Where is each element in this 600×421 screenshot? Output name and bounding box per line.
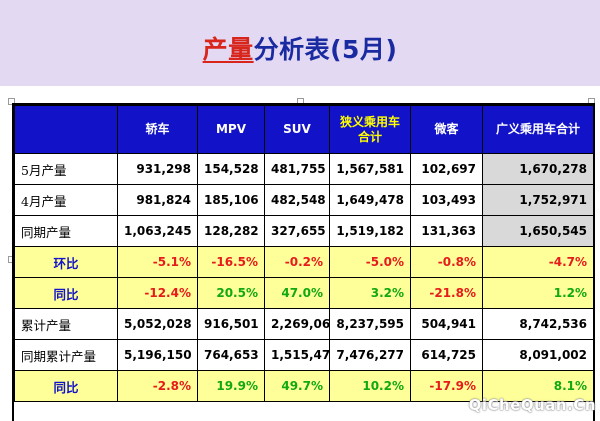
table-cell: -0.8% (410, 246, 483, 278)
table-row: 环比 -5.1% -16.5% -0.2% -5.0% -0.8% -4.7% (14, 246, 593, 278)
table-row: 累计产量5,052,028916,5012,269,0668,237,59550… (14, 308, 593, 340)
page-title: 产量分析表(5月) (0, 30, 600, 66)
table-cell: 764,653 (197, 339, 265, 371)
row-label: 同期产量 (14, 215, 118, 247)
header-cell: 轿车 (117, 105, 198, 154)
table-cell: 8,091,002 (482, 339, 593, 371)
table-cell: 481,755 (264, 153, 330, 185)
row-label: 环比 (14, 246, 118, 278)
table-cell: 8,237,595 (329, 308, 411, 340)
table-cell: 1,519,182 (329, 215, 411, 247)
row-label: 同比 (14, 370, 118, 402)
table-cell: 49.7% (264, 370, 330, 402)
table-cell: -5.0% (329, 246, 411, 278)
table-cell: 2,269,066 (264, 308, 330, 340)
table-cell: -5.1% (117, 246, 198, 278)
header-cell: SUV (264, 105, 330, 154)
header-cell: MPV (197, 105, 265, 154)
table-row: 同比 -2.8% 19.9% 49.7% 10.2% -17.9% 8.1% (14, 370, 593, 402)
watermark: QiCheQuan.Cn (468, 396, 596, 414)
table-cell: 5,196,150 (117, 339, 198, 371)
table-cell: -4.7% (482, 246, 593, 278)
table-cell: 504,941 (410, 308, 483, 340)
table-cell: 981,824 (117, 184, 198, 216)
table-cell: 47.0% (264, 277, 330, 309)
header-cell: 狭义乘用车合计 (329, 105, 411, 154)
table-cell: 8,742,536 (482, 308, 593, 340)
table-cell: 931,298 (117, 153, 198, 185)
table-cell: 3.2% (329, 277, 411, 309)
row-label: 同期累计产量 (14, 339, 118, 371)
table-row: 同比 -12.4% 20.5% 47.0% 3.2% -21.8% 1.2% (14, 277, 593, 309)
header-cell: 广义乘用车合计 (482, 105, 593, 154)
table-cell: 103,493 (410, 184, 483, 216)
title-highlight: 产量 (202, 35, 254, 64)
header-cell (14, 105, 118, 154)
table-cell: 8.1% (482, 370, 593, 402)
table-cell: 1,063,245 (117, 215, 198, 247)
table-cell: 185,106 (197, 184, 265, 216)
table-cell: 128,282 (197, 215, 265, 247)
table-row: 同期累计产量5,196,150764,6531,515,4747,476,277… (14, 339, 593, 371)
table-cell: 20.5% (197, 277, 265, 309)
table-cell: -12.4% (117, 277, 198, 309)
table-cell: 10.2% (329, 370, 411, 402)
table-cell: -16.5% (197, 246, 265, 278)
row-label: 5月产量 (14, 153, 118, 185)
production-analysis-table: 轿车 MPV SUV 狭义乘用车合计 微客 广义乘用车合计 5月产量 931,29… (14, 105, 593, 402)
production-table-wrapper: 轿车 MPV SUV 狭义乘用车合计 微客 广义乘用车合计 5月产量 931,29… (12, 103, 595, 421)
table-cell: 916,501 (197, 308, 265, 340)
header-row: 轿车 MPV SUV 狭义乘用车合计 微客 广义乘用车合计 (14, 105, 593, 154)
row-label: 4月产量 (14, 184, 118, 216)
table-cell: 1,670,278 (482, 153, 593, 185)
title-banner (0, 0, 600, 86)
table-cell: 1,752,971 (482, 184, 593, 216)
table-cell: 614,725 (410, 339, 483, 371)
table-cell: -21.8% (410, 277, 483, 309)
table-cell: 102,697 (410, 153, 483, 185)
table-cell: 1,567,581 (329, 153, 411, 185)
table-cell: 19.9% (197, 370, 265, 402)
table-cell: 1,515,474 (264, 339, 330, 371)
table-cell: 1,650,545 (482, 215, 593, 247)
table-cell: 7,476,277 (329, 339, 411, 371)
table-row: 4月产量 981,824 185,106 482,548 1,649,478 103,49… (14, 184, 593, 216)
table-cell: 327,655 (264, 215, 330, 247)
table-cell: 154,528 (197, 153, 265, 185)
row-label: 同比 (14, 277, 118, 309)
header-cell: 微客 (410, 105, 483, 154)
table-cell: 1,649,478 (329, 184, 411, 216)
row-label: 累计产量 (14, 308, 118, 340)
title-rest: 分析表(5月) (253, 35, 398, 64)
selection-handle[interactable] (8, 98, 15, 105)
table-cell: 5,052,028 (117, 308, 198, 340)
table-cell: -2.8% (117, 370, 198, 402)
table-cell: 1.2% (482, 277, 593, 309)
table-row: 5月产量 931,298 154,528 481,755 1,567,581 102,69… (14, 153, 593, 185)
table-cell: -0.2% (264, 246, 330, 278)
table-row: 同期产量 1,063,245 128,282 327,655 1,519,182 131,… (14, 215, 593, 247)
table-cell: -17.9% (410, 370, 483, 402)
table-cell: 482,548 (264, 184, 330, 216)
table-cell: 131,363 (410, 215, 483, 247)
